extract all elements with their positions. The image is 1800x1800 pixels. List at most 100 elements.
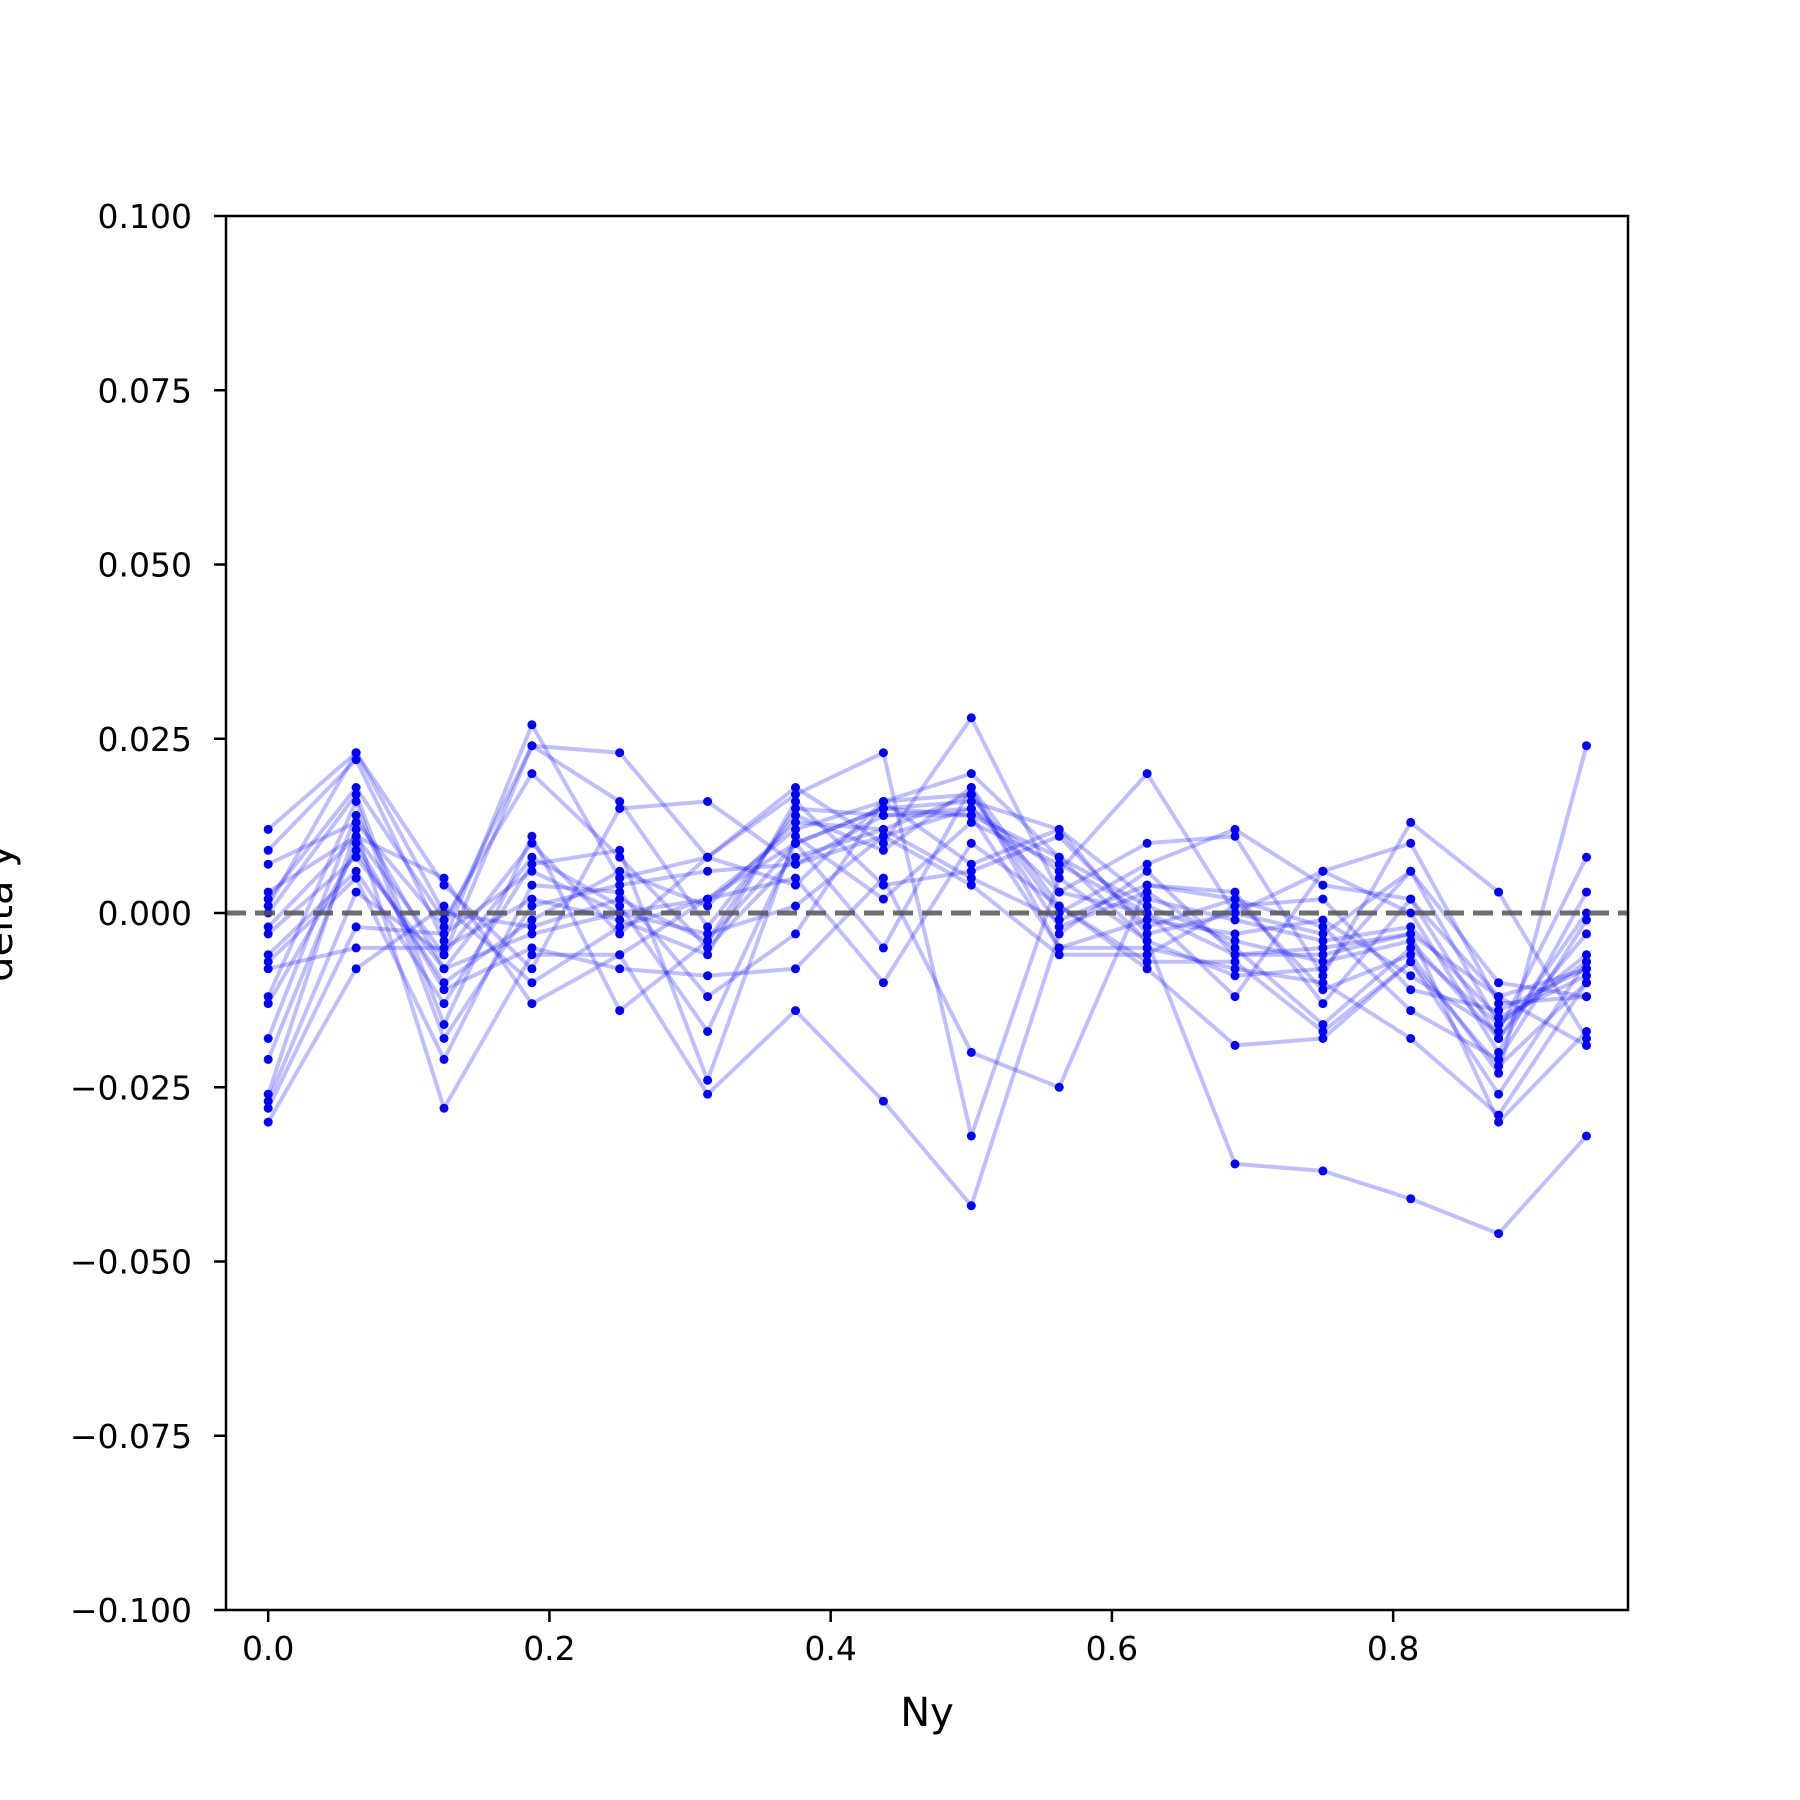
data-point — [791, 783, 800, 792]
data-point — [966, 804, 976, 813]
data-point — [1318, 915, 1328, 925]
data-point — [1406, 950, 1416, 960]
data-point — [527, 852, 537, 862]
series-line-19 — [266, 785, 1589, 1118]
data-point — [1318, 971, 1328, 981]
data-point — [1142, 922, 1152, 932]
data-point — [703, 1089, 713, 1099]
data-point — [703, 950, 713, 960]
data-point — [878, 880, 888, 890]
y-axis-title: delta y — [0, 844, 22, 982]
data-point — [878, 804, 888, 813]
data-point — [1406, 866, 1416, 876]
data-point — [1406, 838, 1416, 848]
data-point — [263, 999, 273, 1009]
data-point — [1054, 1082, 1064, 1092]
data-point — [1318, 936, 1328, 946]
data-point — [1582, 1131, 1591, 1141]
data-point — [1142, 901, 1152, 911]
data-point — [1582, 887, 1591, 897]
data-point — [527, 915, 537, 925]
data-point — [351, 838, 361, 848]
data-point — [351, 755, 361, 765]
series-line-6 — [266, 750, 1587, 1006]
data-point — [1318, 929, 1328, 939]
data-point — [1406, 817, 1416, 827]
data-point — [1494, 1061, 1504, 1071]
data-point — [263, 1117, 273, 1127]
data-point — [1494, 1006, 1504, 1016]
x-tick-label: 0.8 — [1367, 1629, 1419, 1668]
data-point — [615, 852, 625, 862]
data-point — [615, 845, 625, 855]
data-point — [1142, 887, 1152, 897]
data-point — [1054, 887, 1064, 897]
data-point — [703, 929, 713, 939]
data-point — [1142, 859, 1152, 869]
data-point — [439, 1034, 449, 1043]
data-point — [1582, 950, 1591, 960]
y-tick-label: −0.050 — [70, 1243, 192, 1282]
x-tick-label: 0.6 — [1086, 1629, 1138, 1668]
data-point — [439, 922, 449, 932]
data-point — [791, 838, 800, 848]
y-tick-label: 0.000 — [98, 894, 192, 933]
data-point — [263, 950, 273, 960]
data-point — [791, 817, 800, 827]
data-point — [966, 713, 976, 723]
y-axis: 0.100 0.075 0.050 0.025 0.000 −0.025 −0.050 −0.… — [70, 197, 226, 1630]
data-point — [1318, 985, 1328, 995]
y-tick-label: 0.025 — [98, 720, 192, 759]
data-point — [1406, 922, 1416, 932]
data-point — [791, 964, 800, 974]
data-point — [1318, 964, 1328, 974]
data-point — [1142, 838, 1152, 848]
data-point — [439, 901, 449, 911]
data-point — [1142, 950, 1152, 960]
data-point — [615, 797, 625, 806]
data-point — [1230, 992, 1240, 1002]
data-point — [263, 901, 273, 911]
series-line-2 — [266, 715, 1588, 999]
data-point — [791, 797, 800, 806]
data-point — [966, 880, 976, 890]
data-point — [527, 894, 537, 904]
data-point — [263, 1034, 273, 1043]
data-point — [878, 894, 888, 904]
data-point — [966, 817, 976, 827]
data-point — [615, 748, 625, 758]
data-point — [966, 859, 976, 869]
data-point — [1054, 831, 1064, 841]
series-line-17 — [266, 827, 1588, 1208]
data-point — [1406, 1194, 1416, 1204]
data-point — [263, 1054, 273, 1064]
data-point — [878, 831, 888, 841]
data-point — [263, 964, 273, 974]
series-layer — [263, 713, 1591, 1239]
x-axis-title: Ny — [900, 1690, 954, 1736]
data-point — [791, 873, 800, 883]
data-point — [1318, 999, 1328, 1009]
data-point — [263, 845, 273, 855]
data-point — [1230, 971, 1240, 981]
data-point — [351, 824, 361, 834]
y-tick-label: −0.025 — [70, 1068, 192, 1107]
data-point — [263, 1096, 273, 1106]
data-point — [878, 1096, 888, 1106]
data-point — [1582, 957, 1591, 967]
data-point — [351, 748, 361, 758]
data-point — [1230, 908, 1240, 918]
data-point — [351, 943, 361, 953]
data-point — [703, 971, 713, 981]
series-line-11 — [266, 799, 1588, 1062]
data-point — [615, 929, 625, 939]
data-point — [1054, 852, 1064, 862]
data-point — [966, 797, 976, 806]
data-point — [1582, 971, 1591, 981]
data-point — [615, 1006, 625, 1016]
data-point — [1406, 1006, 1416, 1016]
data-point — [263, 887, 273, 897]
data-point — [1142, 880, 1152, 890]
data-point — [878, 943, 888, 953]
data-point — [1406, 985, 1416, 995]
